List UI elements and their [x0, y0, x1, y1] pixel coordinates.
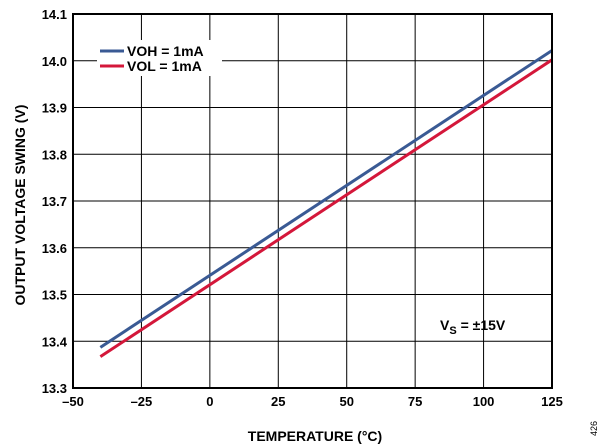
x-tick-labels: –50 –25 0 25 50 75 100 125	[62, 394, 563, 409]
x-tick-label: –25	[131, 394, 153, 409]
legend-background	[97, 40, 222, 76]
series-line-1	[99, 49, 553, 349]
legend-label-2: VOL = 1mA	[127, 58, 202, 74]
x-tick-label: 75	[408, 394, 422, 409]
series-layer	[99, 49, 553, 358]
y-tick-label: 14.0	[42, 54, 67, 69]
x-tick-label: 0	[206, 394, 213, 409]
x-tick-label: –50	[62, 394, 84, 409]
supply-voltage-annotation: VS = ±15V	[440, 317, 506, 337]
annotation-suffix: = ±15V	[457, 317, 506, 333]
figure-id: 426	[589, 421, 599, 436]
y-tick-label: 13.5	[42, 288, 67, 303]
x-tick-label: 50	[339, 394, 353, 409]
y-tick-label: 13.7	[42, 194, 67, 209]
series-line-2	[99, 58, 553, 358]
x-axis-label: TEMPERATURE (°C)	[248, 428, 382, 444]
y-tick-label: 13.9	[42, 101, 67, 116]
legend-label-1: VOH = 1mA	[127, 43, 204, 59]
annotation-subscript: S	[449, 325, 456, 337]
y-axis-label: OUTPUT VOLTAGE SWING (V)	[12, 105, 28, 306]
y-tick-label: 14.1	[42, 7, 67, 22]
y-tick-label: 13.8	[42, 147, 67, 162]
x-tick-label: 125	[541, 394, 563, 409]
annotation-prefix: V	[440, 317, 450, 333]
y-tick-labels: 13.3 13.4 13.5 13.6 13.7 13.8 13.9 14.0 14.1	[42, 7, 68, 396]
y-tick-label: 13.4	[42, 334, 68, 349]
plot-frame	[72, 13, 553, 389]
x-tick-label: 100	[473, 394, 495, 409]
y-tick-label: 13.6	[42, 241, 67, 256]
x-tick-label: 25	[271, 394, 285, 409]
y-tick-label: 13.3	[42, 381, 67, 396]
